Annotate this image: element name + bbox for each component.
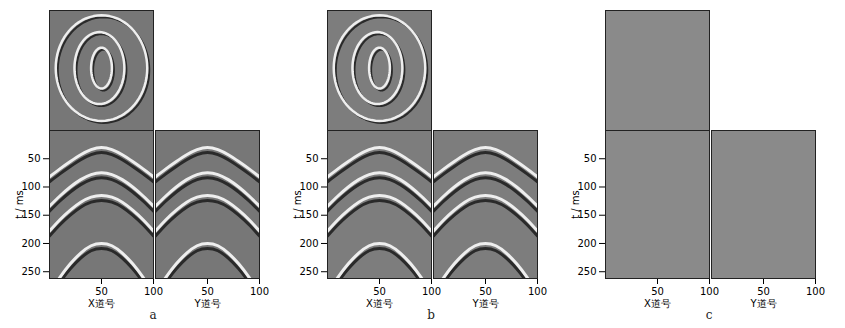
svg-text:250: 250 — [299, 266, 318, 277]
html-text:c: c — [705, 308, 713, 322]
svg-text:100: 100 — [528, 286, 547, 297]
svg-text:150: 150 — [21, 209, 41, 221]
svg-text:t / ms: t / ms — [570, 190, 581, 219]
svg-text:50: 50 — [757, 286, 770, 297]
svg-text:t / ms: t / ms — [292, 190, 303, 219]
svg-text:50: 50 — [651, 286, 664, 297]
svg-text:50: 50 — [95, 286, 108, 297]
svg-text:100: 100 — [422, 286, 441, 297]
svg-text:50: 50 — [584, 153, 597, 164]
svg-text:200: 200 — [21, 238, 40, 249]
svg-text:100: 100 — [299, 181, 319, 193]
svg-text:50: 50 — [306, 153, 319, 164]
svg-text:50: 50 — [479, 286, 492, 297]
svg-text:X道号: X道号 — [88, 298, 115, 309]
svg-text:50: 50 — [28, 153, 41, 164]
svg-text:100: 100 — [21, 181, 41, 193]
svg-text:t / ms: t / ms — [14, 190, 25, 219]
svg-text:100: 100 — [806, 286, 825, 297]
svg-text:200: 200 — [577, 238, 596, 249]
svg-text:X道号: X道号 — [366, 298, 393, 309]
svg-text:Y道号: Y道号 — [193, 298, 220, 309]
svg-text:Y道号: Y道号 — [749, 298, 776, 309]
svg-text:150: 150 — [577, 209, 597, 221]
svg-text:250: 250 — [21, 266, 40, 277]
svg-text:50: 50 — [373, 286, 386, 297]
svg-text:200: 200 — [299, 238, 318, 249]
svg-text:100: 100 — [700, 286, 719, 297]
svg-text:250: 250 — [577, 266, 596, 277]
svg-text:Y道号: Y道号 — [471, 298, 498, 309]
svg-text:100: 100 — [250, 286, 269, 297]
svg-text:150: 150 — [299, 209, 319, 221]
svg-text:X道号: X道号 — [644, 298, 671, 309]
svg-text:100: 100 — [144, 286, 163, 297]
svg-text:50: 50 — [201, 286, 214, 297]
html-text:a: a — [149, 308, 157, 322]
svg-text:100: 100 — [577, 181, 597, 193]
html-text:b: b — [427, 308, 435, 322]
